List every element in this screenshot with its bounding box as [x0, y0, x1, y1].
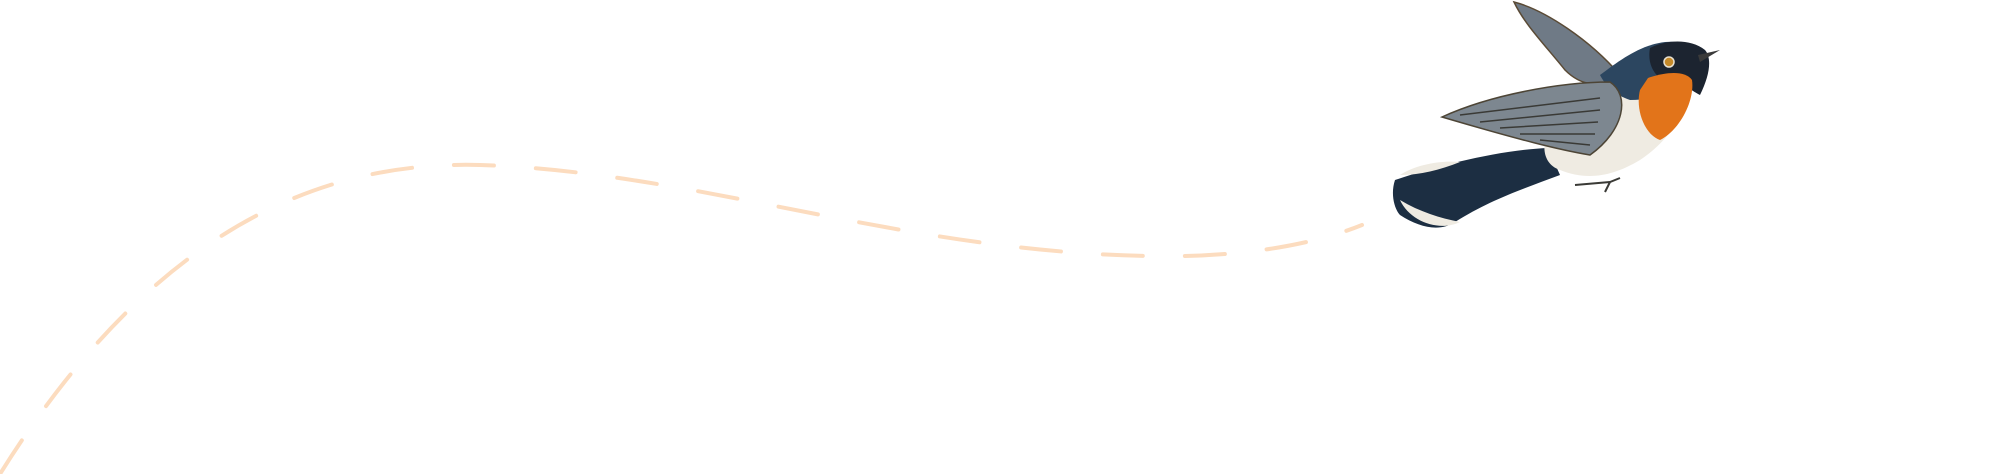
bird-wing-feather-lines: [1459, 97, 1601, 146]
bird-tail: [1392, 148, 1560, 228]
bird-tail-tips: [1400, 161, 1460, 226]
bird-image: [1392, 0, 1720, 228]
bird-eye: [1663, 56, 1675, 68]
bird-head: [1649, 41, 1710, 95]
bird-feet: [1574, 177, 1621, 193]
bird-beak: [1698, 50, 1720, 62]
dashed-flight-path: [0, 162, 1364, 474]
bird-lower-wing: [1439, 81, 1623, 156]
bird-upper-wing: [1512, 0, 1622, 85]
bird-throat: [1638, 73, 1693, 140]
